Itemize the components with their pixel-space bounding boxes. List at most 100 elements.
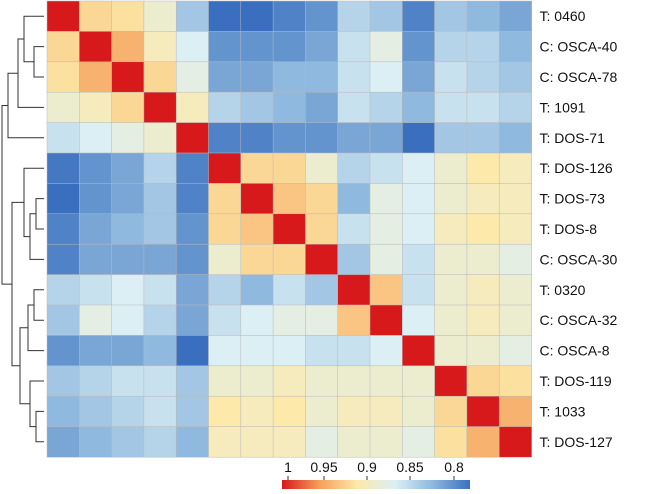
heatmap-cell: [337, 304, 371, 336]
heatmap-cell: [240, 31, 274, 63]
row-label: T: DOS-119: [540, 373, 612, 389]
heatmap-cell: [498, 243, 532, 276]
heatmap-cell: [111, 335, 145, 367]
heatmap-cell: [337, 0, 371, 32]
heatmap-cell: [240, 395, 274, 428]
heatmap-cell: [208, 274, 242, 306]
heatmap-cell: [143, 0, 177, 32]
heatmap-cell: [46, 183, 80, 215]
heatmap-cell: [143, 335, 177, 367]
heatmap-cell: [337, 365, 371, 397]
heatmap-cell: [272, 91, 306, 124]
heatmap-cell: [111, 395, 145, 428]
heatmap-cell: [434, 335, 468, 367]
heatmap-cell: [498, 365, 532, 397]
heatmap-cell: [46, 395, 80, 428]
heatmap-cell: [498, 274, 532, 306]
heatmap-cell: [272, 122, 306, 154]
heatmap-cell: [337, 61, 371, 93]
heatmap-cell: [434, 426, 468, 458]
heatmap-cell: [337, 183, 371, 215]
heatmap-cell: [143, 213, 177, 245]
heatmap-cell: [240, 0, 274, 32]
heatmap-cell: [369, 91, 403, 124]
heatmap-cell: [208, 335, 242, 367]
heatmap-cell: [46, 0, 80, 32]
heatmap-cell: [402, 304, 436, 336]
heatmap-cell: [79, 426, 113, 458]
heatmap-cell: [46, 213, 80, 245]
row-label: C: OSCA-8: [540, 343, 610, 359]
heatmap-cell: [434, 183, 468, 215]
colorbar: 1 0.95 0.9 0.85 0.8: [282, 459, 470, 489]
heatmap-cell: [175, 183, 209, 215]
heatmap-cell: [466, 152, 500, 184]
heatmap-cell: [369, 183, 403, 215]
heatmap-cell: [305, 183, 339, 215]
heatmap-cell: [402, 395, 436, 428]
heatmap-cell: [466, 365, 500, 397]
heatmap-cell: [337, 122, 371, 154]
heatmap-cell: [402, 365, 436, 397]
heatmap-cell: [79, 61, 113, 93]
heatmap-cell: [434, 213, 468, 245]
heatmap-cell: [466, 183, 500, 215]
heatmap-cell: [240, 152, 274, 184]
heatmap-cell: [111, 152, 145, 184]
heatmap-cell: [46, 274, 80, 306]
row-label: C: OSCA-32: [540, 312, 618, 328]
dendrogram-branch: [17, 38, 44, 108]
heatmap-cell: [175, 91, 209, 124]
heatmap-cell: [208, 213, 242, 245]
dendrogram-branch: [33, 46, 44, 78]
heatmap-cell: [208, 426, 242, 458]
heatmap-cells: [46, 0, 532, 458]
heatmap-cell: [272, 152, 306, 184]
row-label: C: OSCA-40: [540, 39, 618, 55]
heatmap-cell: [143, 61, 177, 93]
heatmap-cell: [240, 304, 274, 336]
colorbar-tick-label: 0.95: [310, 459, 337, 475]
heatmap-cell: [272, 31, 306, 63]
heatmap-cell: [305, 335, 339, 367]
heatmap-cell: [434, 304, 468, 336]
heatmap-cell: [240, 183, 274, 215]
heatmap-cell: [402, 0, 436, 32]
heatmap-cell: [46, 426, 80, 458]
heatmap-cell: [143, 304, 177, 336]
dendrogram-branch: [23, 167, 44, 238]
heatmap-cell: [175, 152, 209, 184]
row-labels: T: 0460 C: OSCA-40 C: OSCA-78 T: 1091 T: DOS…: [540, 8, 618, 450]
heatmap-cell: [79, 395, 113, 428]
heatmap-cell: [434, 395, 468, 428]
heatmap-cell: [208, 304, 242, 336]
row-label: T: DOS-73: [540, 191, 606, 207]
heatmap-cell: [240, 91, 274, 124]
colorbar-tick-label: 0.9: [357, 459, 377, 475]
heatmap-cell: [143, 91, 177, 124]
heatmap-cell: [208, 395, 242, 428]
heatmap-cell: [434, 31, 468, 63]
heatmap-cell: [337, 274, 371, 306]
heatmap-cell: [402, 91, 436, 124]
heatmap-cell: [111, 426, 145, 458]
heatmap-cell: [498, 61, 532, 93]
heatmap-cell: [498, 213, 532, 245]
heatmap-cell: [466, 0, 500, 32]
heatmap-cell: [208, 365, 242, 397]
row-label: T: DOS-126: [540, 160, 613, 176]
heatmap-cell: [272, 243, 306, 276]
heatmap-cell: [369, 213, 403, 245]
heatmap-cell: [434, 365, 468, 397]
heatmap-cell: [402, 61, 436, 93]
dendrogram-branch: [27, 304, 44, 352]
heatmap-cell: [79, 152, 113, 184]
dendrogram-branch: [35, 410, 44, 443]
heatmap-cell: [498, 91, 532, 124]
heatmap-cell: [466, 243, 500, 276]
heatmap-cell: [305, 213, 339, 245]
heatmap-cell: [272, 335, 306, 367]
heatmap-cell: [143, 426, 177, 458]
heatmap-cell: [46, 304, 80, 336]
heatmap-cell: [434, 152, 468, 184]
